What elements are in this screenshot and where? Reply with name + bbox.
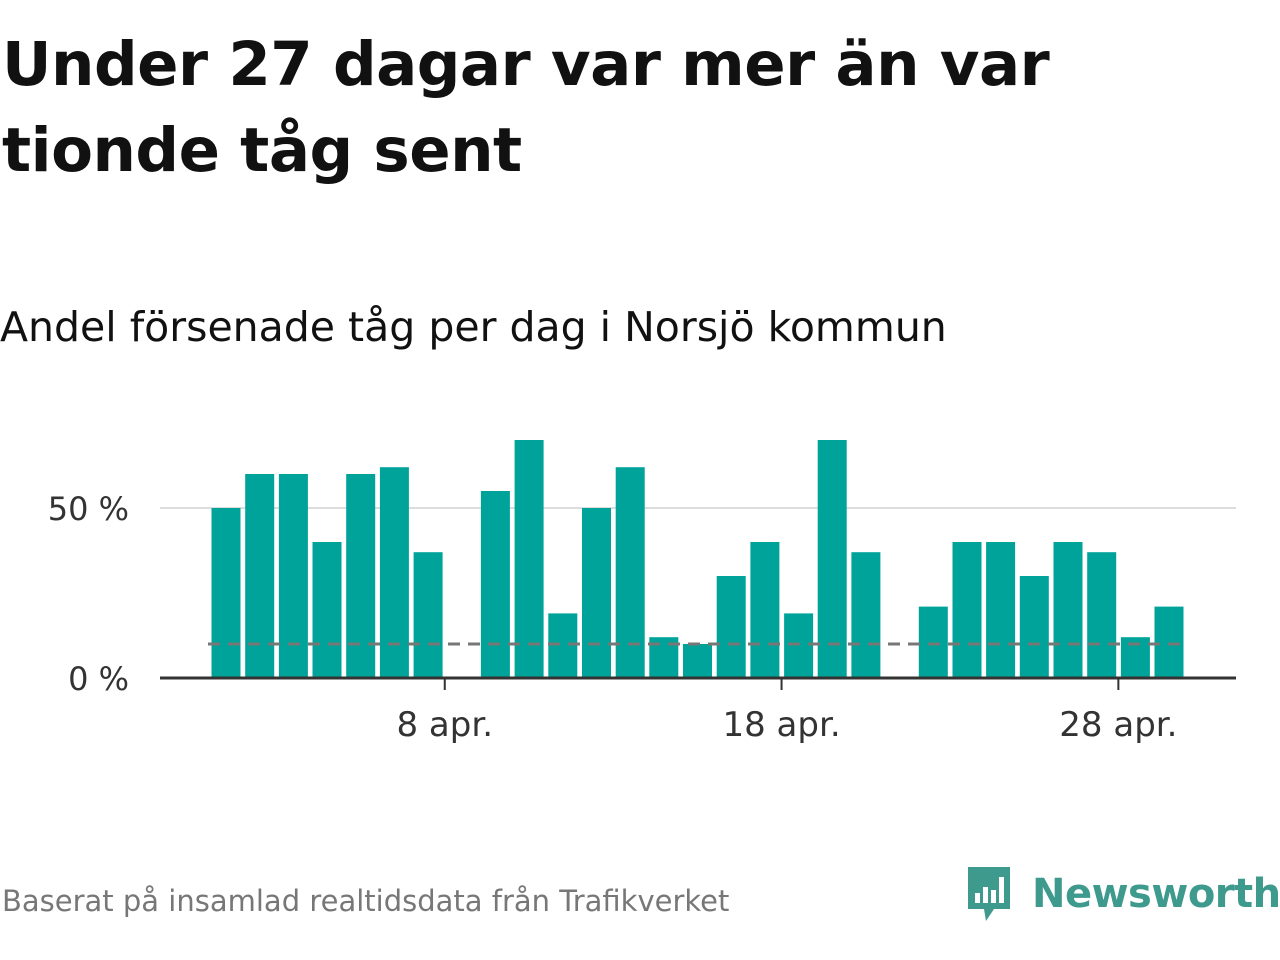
bar [278, 474, 308, 678]
bar [413, 552, 443, 678]
bar [1154, 606, 1184, 678]
bar [211, 508, 241, 678]
x-tick-label: 18 apr. [722, 705, 840, 745]
bar [379, 467, 409, 678]
bar [346, 474, 376, 678]
newsworthy-logo-icon [968, 867, 1010, 921]
bar [716, 576, 746, 678]
bar [918, 606, 948, 678]
source-note: Baserat på insamlad realtidsdata från Tr… [2, 884, 730, 918]
bar [245, 474, 275, 678]
newsworthy-logo-text: Newsworthy [1032, 871, 1280, 917]
y-tick-label: 50 % [48, 490, 129, 528]
bar [1019, 576, 1049, 678]
bar [548, 613, 578, 678]
bar [851, 552, 881, 678]
newsworthy-logo: Newsworthy [964, 862, 1280, 926]
x-tick-label: 8 apr. [396, 705, 493, 745]
bar [514, 440, 544, 678]
bar [582, 508, 611, 678]
bar [817, 440, 847, 678]
bar [750, 542, 780, 678]
x-tick-label: 28 apr. [1059, 705, 1177, 745]
bar [1087, 552, 1117, 678]
bar [986, 542, 1016, 678]
bar-layer [211, 440, 1184, 678]
bar [480, 491, 510, 678]
bar [615, 467, 645, 678]
bar-chart: 0 % 50 % 8 apr. 18 apr. 28 apr. [48, 440, 1236, 745]
bar [312, 542, 342, 678]
bar [683, 644, 712, 678]
bar [952, 542, 982, 678]
axis-layer: 0 % 50 % 8 apr. 18 apr. 28 apr. [48, 490, 1236, 745]
chart-title: Under 27 dagar var mer än var tionde tåg… [2, 29, 1050, 186]
chart-subtitle: Andel försenade tåg per dag i Norsjö kom… [0, 303, 947, 351]
bar [784, 613, 814, 678]
bar [1053, 542, 1083, 678]
y-tick-label: 0 % [68, 660, 129, 698]
